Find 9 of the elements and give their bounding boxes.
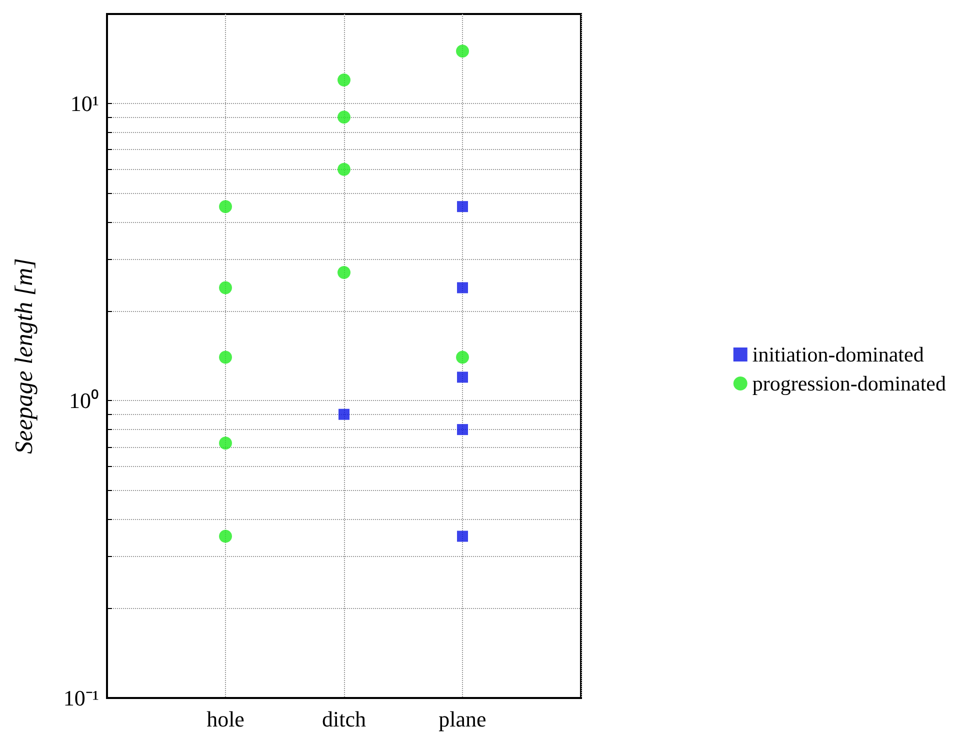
y-tick-label: 10⁻¹ <box>63 686 99 710</box>
y-tick-label: 10⁰ <box>69 388 99 414</box>
x-tick-label: hole <box>206 706 244 732</box>
legend-label: initiation-dominated <box>752 342 924 366</box>
x-tick-label: ditch <box>322 706 366 732</box>
legend-label: progression-dominated <box>752 372 946 396</box>
y-tick-label: 10¹ <box>70 90 99 116</box>
x-tick-label: plane <box>438 706 486 732</box>
y-axis-title: Seepage length [m] <box>11 258 38 454</box>
